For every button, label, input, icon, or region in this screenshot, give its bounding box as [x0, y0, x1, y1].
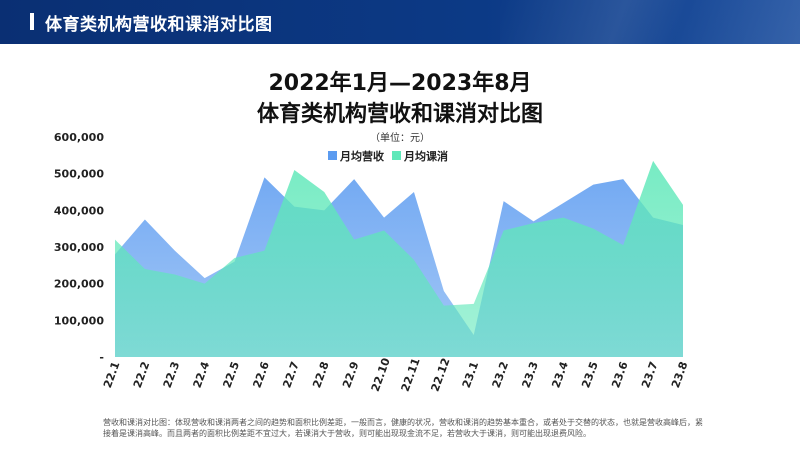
x-tick-label: 22.2 — [131, 360, 152, 390]
header-decoration — [500, 0, 800, 44]
x-tick-label: 22.8 — [310, 360, 331, 390]
y-tick-label: 500,000 — [54, 168, 104, 181]
x-tick-label: 23.1 — [460, 360, 481, 390]
x-tick-label: 23.6 — [609, 360, 631, 390]
header-banner: 体育类机构营收和课消对比图 — [0, 0, 800, 44]
y-tick-label: 100,000 — [54, 314, 104, 327]
y-tick-label: 400,000 — [54, 204, 104, 217]
y-tick-label: - — [99, 351, 104, 364]
x-tick-label: 23.5 — [579, 360, 600, 390]
x-tick-label: 22.1 — [101, 360, 122, 390]
x-tick-label: 23.7 — [639, 360, 660, 390]
legend-label-1: 月均营收 — [339, 149, 384, 163]
chart-title: 2022年1月—2023年8月 — [268, 70, 531, 96]
x-tick-label: 22.10 — [369, 356, 393, 393]
header-accent-bar — [30, 13, 34, 30]
chart-unit-note: （单位：元） — [370, 131, 430, 144]
x-tick-label: 22.9 — [340, 360, 361, 390]
x-tick-label: 23.2 — [490, 360, 511, 390]
legend-label-2: 月均课消 — [403, 149, 448, 163]
footnote: 营收和课消对比图：体现营收和课消两者之间的趋势和面积比例差距，一般而言，健康的状… — [103, 418, 703, 438]
x-tick-label: 23.3 — [519, 360, 540, 390]
header-title: 体育类机构营收和课消对比图 — [45, 15, 273, 35]
x-tick-label: 23.8 — [669, 360, 690, 390]
x-tick-label: 22.6 — [250, 360, 272, 390]
legend-swatch-2 — [392, 151, 401, 160]
y-tick-label: 200,000 — [54, 278, 104, 291]
x-tick-label: 22.12 — [428, 356, 452, 393]
series-area-2 — [115, 160, 683, 357]
x-tick-label: 22.3 — [161, 360, 182, 390]
x-tick-label: 22.7 — [280, 360, 301, 390]
x-tick-label: 22.11 — [399, 356, 423, 393]
y-tick-label: 600,000 — [54, 131, 104, 144]
chart-subtitle: 体育类机构营收和课消对比图 — [257, 101, 543, 127]
x-tick-label: 22.4 — [191, 360, 213, 390]
x-tick-label: 23.4 — [549, 360, 571, 390]
y-tick-label: 300,000 — [54, 241, 104, 254]
legend-swatch-1 — [328, 151, 337, 160]
x-tick-label: 22.5 — [221, 360, 242, 390]
